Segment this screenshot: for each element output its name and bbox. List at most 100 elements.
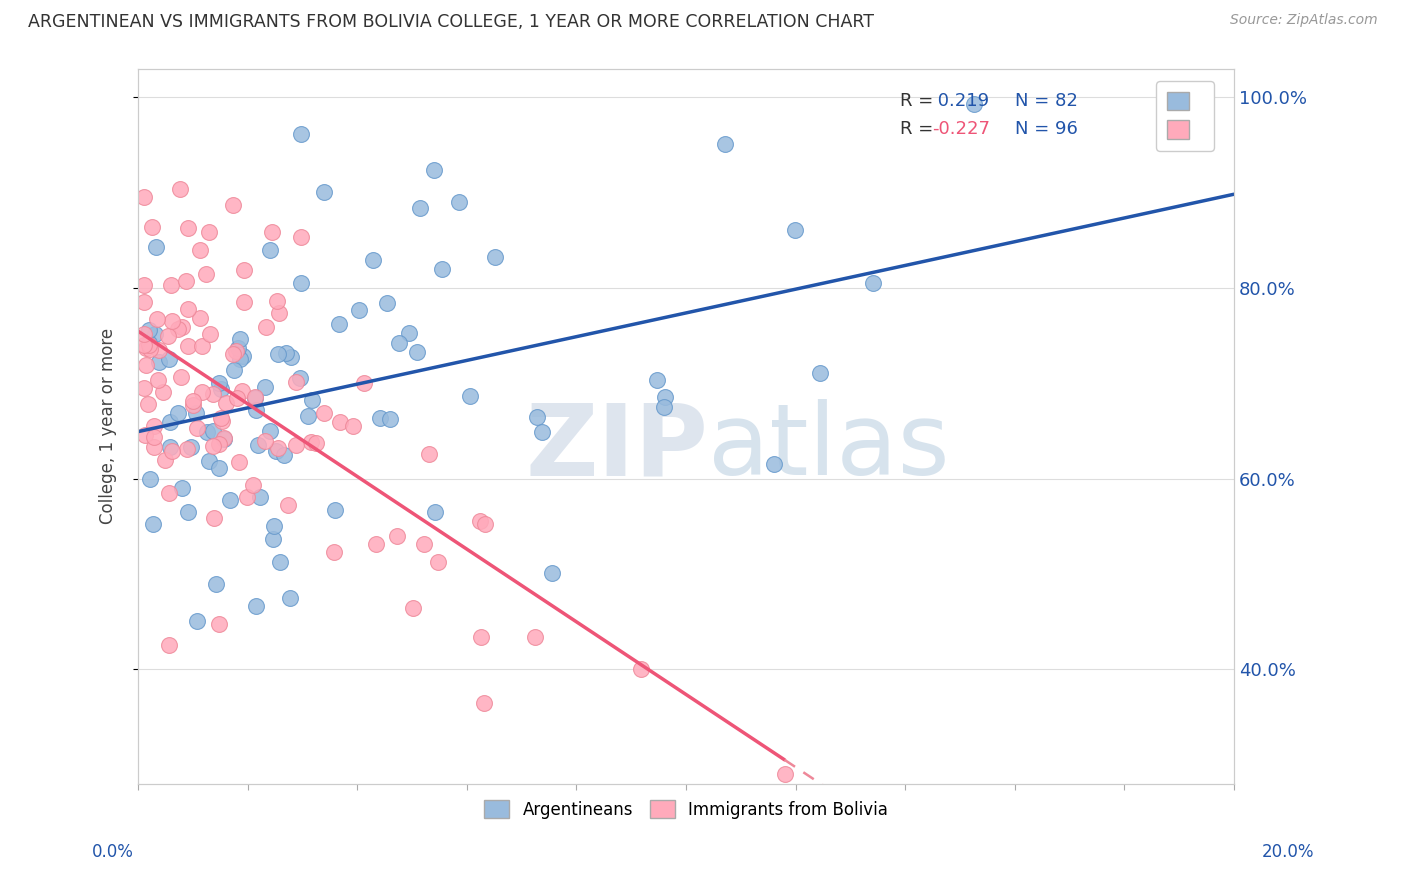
Point: [209, 382, 232, 396]
Point: [142, 430, 165, 444]
Point: [530, 425, 553, 440]
Point: [157, 638, 180, 652]
Point: [278, 591, 301, 606]
Point: [785, 222, 807, 236]
Point: [195, 267, 218, 281]
Text: R =: R =: [900, 92, 932, 110]
Point: [773, 767, 796, 781]
Point: [412, 537, 434, 551]
Point: [135, 358, 157, 372]
Point: [181, 393, 204, 408]
Point: [184, 406, 207, 420]
Point: [385, 529, 408, 543]
Point: [143, 440, 166, 454]
Point: [146, 312, 169, 326]
Point: [177, 504, 200, 518]
Point: [198, 454, 221, 468]
Point: [132, 327, 155, 342]
Text: 20.0%: 20.0%: [1263, 843, 1315, 861]
Point: [170, 481, 193, 495]
Point: [157, 352, 180, 367]
Text: 0.219: 0.219: [932, 92, 990, 110]
Point: [267, 347, 290, 361]
Point: [138, 397, 160, 411]
Point: [195, 425, 218, 439]
Point: [186, 614, 208, 628]
Text: R =: R =: [900, 120, 939, 138]
Point: [177, 221, 200, 235]
Point: [180, 440, 202, 454]
Point: [207, 617, 229, 632]
Point: [470, 630, 492, 644]
Point: [219, 492, 242, 507]
Point: [652, 400, 675, 414]
Point: [201, 439, 224, 453]
Point: [138, 335, 160, 350]
Point: [145, 240, 167, 254]
Point: [148, 343, 170, 357]
Text: N = 96: N = 96: [1015, 120, 1077, 138]
Point: [205, 576, 228, 591]
Point: [242, 477, 264, 491]
Text: -0.227: -0.227: [932, 120, 990, 138]
Point: [201, 424, 224, 438]
Point: [132, 338, 155, 352]
Point: [305, 436, 328, 450]
Point: [212, 431, 235, 445]
Point: [186, 420, 208, 434]
Point: [713, 137, 735, 152]
Text: ARGENTINEAN VS IMMIGRANTS FROM BOLIVIA COLLEGE, 1 YEAR OR MORE CORRELATION CHART: ARGENTINEAN VS IMMIGRANTS FROM BOLIVIA C…: [28, 13, 875, 31]
Point: [174, 273, 197, 287]
Point: [228, 332, 250, 346]
Point: [132, 294, 155, 309]
Point: [290, 230, 312, 244]
Point: [208, 437, 231, 451]
Point: [215, 396, 238, 410]
Text: N = 82: N = 82: [1015, 92, 1077, 110]
Point: [138, 338, 160, 352]
Point: [132, 278, 155, 293]
Point: [188, 310, 211, 325]
Point: [762, 457, 785, 471]
Point: [277, 498, 299, 512]
Point: [170, 370, 193, 384]
Point: [285, 375, 308, 389]
Point: [266, 294, 288, 309]
Point: [245, 599, 267, 614]
Point: [285, 438, 308, 452]
Point: [245, 402, 267, 417]
Point: [134, 427, 156, 442]
Point: [361, 252, 384, 267]
Point: [166, 322, 188, 336]
Point: [159, 440, 181, 454]
Point: [526, 410, 548, 425]
Point: [458, 389, 481, 403]
Point: [423, 505, 446, 519]
Point: [388, 336, 411, 351]
Point: [301, 435, 323, 450]
Point: [259, 425, 281, 439]
Point: [259, 243, 281, 257]
Point: [274, 345, 297, 359]
Point: [169, 182, 191, 196]
Point: [222, 363, 245, 377]
Point: [418, 447, 440, 461]
Point: [159, 278, 181, 293]
Point: [364, 537, 387, 551]
Point: [269, 555, 291, 569]
Point: [202, 511, 225, 525]
Point: [290, 371, 312, 385]
Point: [233, 295, 256, 310]
Point: [191, 339, 214, 353]
Point: [132, 190, 155, 204]
Point: [484, 250, 506, 264]
Point: [148, 355, 170, 369]
Point: [297, 409, 319, 424]
Point: [254, 320, 277, 334]
Point: [323, 545, 346, 559]
Point: [162, 444, 184, 458]
Point: [314, 406, 336, 420]
Point: [353, 376, 375, 390]
Point: [249, 490, 271, 504]
Point: [398, 326, 420, 340]
